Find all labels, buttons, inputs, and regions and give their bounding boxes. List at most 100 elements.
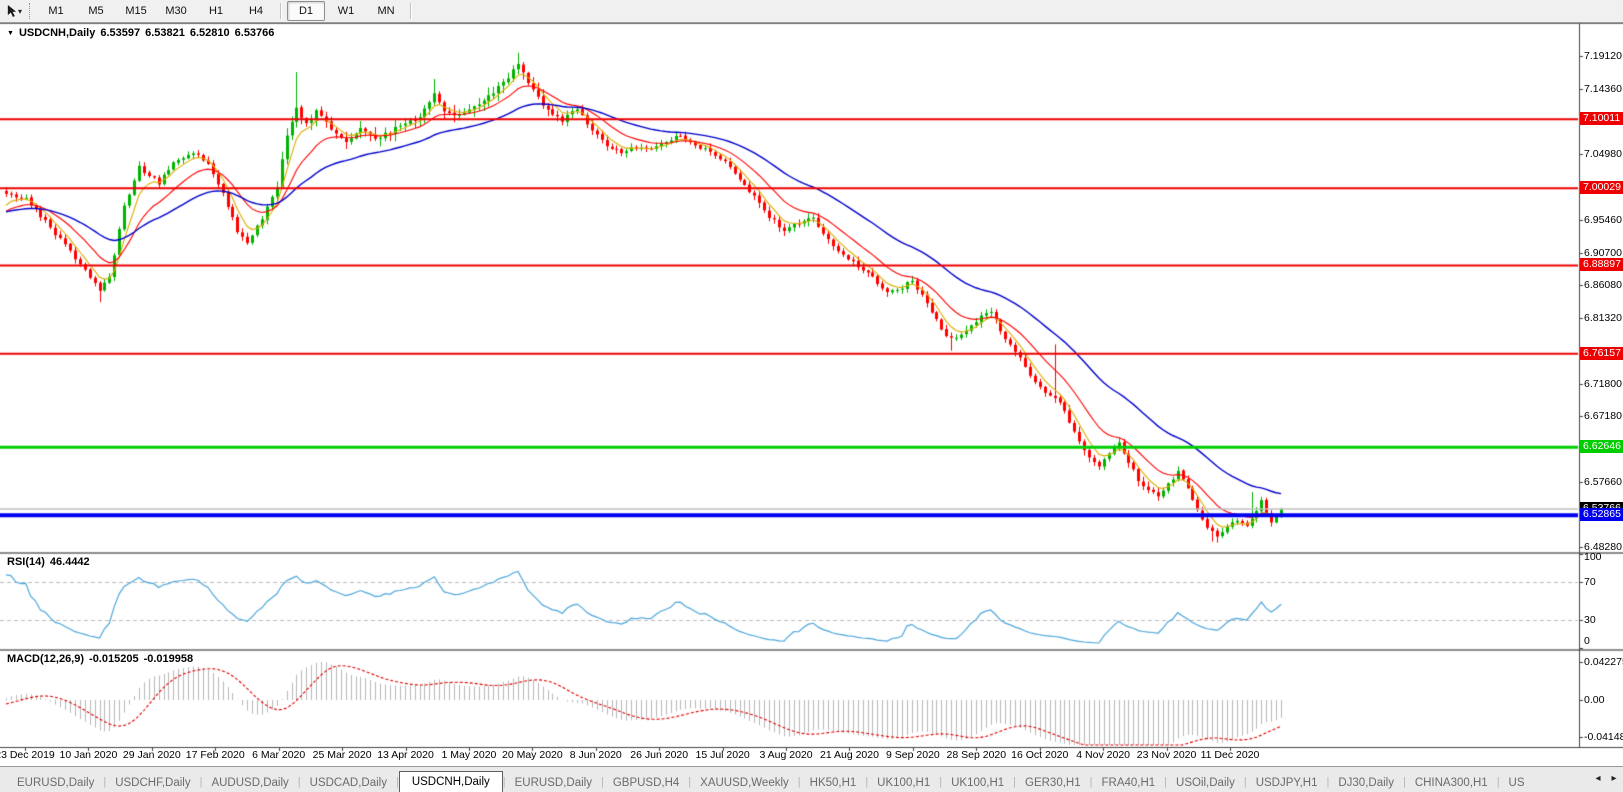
tab-separator: |: [1402, 775, 1406, 788]
macd-main-value: -0.015205: [89, 653, 139, 665]
date-axis-label: 23 Nov 2020: [1136, 749, 1197, 761]
chart-tab-hk50[interactable]: HK50,H1: [809, 777, 857, 789]
tab-separator: |: [939, 775, 943, 788]
timeframe-buttons: M1 M5 M15 M30 H1 H4 D1 W1 MN: [36, 1, 416, 21]
chart-tab-usoil[interactable]: USOil,Daily: [1176, 777, 1235, 789]
date-axis-label: 26 Jun 2020: [630, 749, 689, 761]
cursor-tool-button[interactable]: ▾: [4, 2, 24, 20]
timeframe-button-h4[interactable]: H4: [248, 5, 264, 17]
chart-tab-usdjpy[interactable]: USDJPY,H1: [1255, 777, 1318, 789]
chart-title: ▼ USDCNH,Daily 6.53597 6.53821 6.52810 6…: [7, 27, 274, 39]
chart-tab-xauusd[interactable]: XAUUSD,Weekly: [700, 777, 789, 789]
price-axis-label: 7.04980: [1584, 147, 1622, 160]
rsi-axis-label: 30: [1584, 613, 1596, 626]
tab-separator: |: [797, 775, 801, 788]
tab-separator: |: [502, 775, 506, 788]
date-axis-label: 23 Dec 2019: [0, 749, 55, 761]
macd-axis-label: 0.042275: [1584, 655, 1623, 668]
date-axis-label: 25 Mar 2020: [312, 749, 372, 761]
timeframe-button-m30[interactable]: M30: [165, 5, 187, 17]
date-axis-label: 4 Nov 2020: [1076, 749, 1131, 761]
chart-tabs: EURUSD,Daily | USDCHF,Daily | AUDUSD,Daily | U…: [0, 771, 1534, 792]
chart-high: 6.53821: [145, 27, 185, 39]
chart-tab-us[interactable]: US: [1508, 777, 1525, 789]
tab-separator: |: [865, 775, 869, 788]
date-axis-label: 6 Mar 2020: [252, 749, 306, 761]
price-axis-label: 7.19120: [1584, 50, 1622, 62]
timeframe-button-w1[interactable]: W1: [337, 5, 355, 17]
tab-scroll-arrows: ◂ ▸: [1591, 770, 1621, 788]
toolbar-separator: [410, 3, 413, 19]
chart-symbol: USDCNH,Daily: [18, 27, 96, 39]
date-axis-label: 17 Feb 2020: [185, 749, 245, 761]
date-axis-label: 20 May 2020: [502, 749, 563, 761]
tab-separator: |: [688, 775, 692, 788]
chart-tab-eurusd[interactable]: EURUSD,Daily: [514, 777, 592, 789]
chart-tab-china300[interactable]: CHINA300,H1: [1414, 777, 1488, 789]
tab-separator: |: [1013, 775, 1017, 788]
tab-scroll-left-icon[interactable]: ◂: [1595, 773, 1601, 784]
price-axis-label: 6.95460: [1584, 213, 1622, 226]
macd-label: MACD(12,26,9) -0.015205 -0.019958: [7, 653, 193, 665]
macd-signal-value: -0.019958: [143, 653, 194, 665]
date-axis-label: 15 Jul 2020: [695, 749, 750, 761]
tab-separator: |: [1089, 775, 1093, 788]
price-axis-label: 6.90700: [1584, 246, 1622, 259]
chart-tab-usdcnh[interactable]: USDCNH,Daily: [398, 771, 503, 792]
date-axis-label: 28 Sep 2020: [946, 749, 1007, 761]
timeframe-button-h1[interactable]: H1: [208, 5, 224, 17]
macd-name: MACD(12,26,9): [7, 653, 85, 665]
chart-tab-uk100[interactable]: UK100,H1: [951, 777, 1005, 789]
chart-tab-dj30[interactable]: DJ30,Daily: [1338, 777, 1394, 789]
cursor-tool-caret-icon[interactable]: ▾: [18, 6, 23, 16]
price-chart-canvas[interactable]: [0, 23, 1623, 766]
date-axis-label: 1 May 2020: [441, 749, 497, 761]
date-axis-label: 11 Dec 2020: [1200, 749, 1260, 761]
rsi-label: RSI(14) 46.4442: [7, 556, 90, 568]
tab-separator: |: [1326, 775, 1330, 788]
price-axis-label: 6.86080: [1584, 278, 1622, 291]
rsi-axis-label: 0: [1584, 635, 1590, 647]
chart-tab-uk100[interactable]: UK100,H1: [877, 777, 931, 789]
tab-separator: |: [1164, 775, 1168, 788]
date-axis-label: 13 Apr 2020: [377, 749, 434, 761]
chart-tab-usdchf[interactable]: USDCHF,Daily: [115, 777, 191, 789]
chart-tab-audusd[interactable]: AUDUSD,Daily: [211, 777, 289, 789]
tab-scroll-right-icon[interactable]: ▸: [1611, 773, 1617, 784]
chart-open: 6.53597: [100, 27, 141, 39]
chart-tab-usdcad[interactable]: USDCAD,Daily: [309, 777, 387, 789]
tab-separator: |: [199, 775, 203, 788]
toolbar-grip[interactable]: [29, 3, 31, 19]
toolbar-separator: [280, 3, 283, 19]
chart-tab-fra40[interactable]: FRA40,H1: [1101, 777, 1156, 789]
collapse-triangle-icon[interactable]: ▼: [7, 29, 14, 37]
chart-tab-gbpusd[interactable]: GBPUSD,H4: [612, 777, 680, 789]
tab-separator: |: [1496, 775, 1500, 788]
price-axis-label: 6.48280: [1584, 540, 1622, 553]
timeframe-button-d1[interactable]: D1: [287, 1, 326, 21]
chart-low: 6.52810: [189, 27, 230, 39]
price-badge: 6.88897: [1580, 258, 1623, 272]
price-axis-label: 6.71800: [1584, 377, 1622, 390]
date-axis-label: 9 Sep 2020: [886, 749, 940, 761]
tab-separator: |: [1243, 775, 1247, 788]
chart-tab-ger30[interactable]: GER30,H1: [1025, 777, 1081, 789]
tab-separator: |: [103, 775, 107, 788]
tab-separator: |: [395, 775, 399, 788]
date-axis-label: 21 Aug 2020: [819, 749, 879, 761]
price-axis-label: 6.57660: [1584, 475, 1622, 488]
chart-tab-eurusd[interactable]: EURUSD,Daily: [17, 777, 95, 789]
date-axis-label: 3 Aug 2020: [759, 749, 813, 761]
price-badge: 6.76157: [1580, 346, 1623, 360]
price-badge: 7.00029: [1580, 181, 1623, 195]
timeframe-button-m1[interactable]: M1: [48, 5, 64, 17]
date-axis-label: 29 Jan 2020: [122, 749, 181, 761]
rsi-value: 46.4442: [49, 556, 90, 568]
date-axis-label: 8 Jun 2020: [569, 749, 622, 761]
tab-separator: |: [297, 775, 301, 788]
timeframe-button-m5[interactable]: M5: [88, 5, 104, 17]
tab-separator: |: [600, 775, 604, 788]
price-axis-label: 6.67180: [1584, 409, 1622, 422]
timeframe-button-m15[interactable]: M15: [125, 5, 147, 17]
timeframe-button-mn[interactable]: MN: [377, 5, 395, 17]
